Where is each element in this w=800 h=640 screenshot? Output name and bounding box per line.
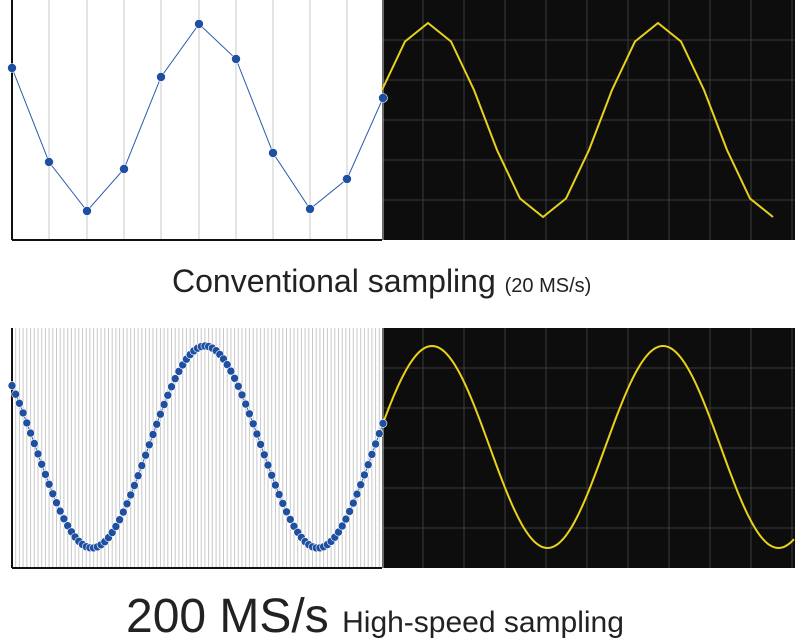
high-speed-panel <box>7 328 795 569</box>
caption-main: Conventional sampling <box>172 263 496 299</box>
sample-dot <box>152 419 161 429</box>
sample-dot <box>374 429 384 438</box>
sample-dot <box>7 381 17 390</box>
sample-dot <box>371 439 380 449</box>
sample-dot <box>82 206 92 216</box>
sample-dot <box>37 459 47 469</box>
sample-dot <box>356 480 366 490</box>
sample-dot <box>341 514 351 524</box>
sample-dot <box>170 374 180 383</box>
sample-dot <box>360 470 369 480</box>
sample-dot <box>245 409 254 419</box>
sample-dot <box>230 373 239 383</box>
sample-dot <box>237 390 247 400</box>
sample-dot <box>33 449 43 459</box>
sample-dot <box>248 419 258 429</box>
sample-dot <box>145 440 154 450</box>
sample-dot <box>285 515 295 524</box>
sample-dot <box>194 19 204 29</box>
bottom-caption: 200 MS/s High-speed sampling <box>126 590 624 640</box>
sample-dot <box>348 498 358 508</box>
caption-main: High-speed sampling <box>342 606 624 639</box>
sample-dot <box>11 389 20 399</box>
sample-dot <box>252 429 262 439</box>
caption-rate: 200 MS/s <box>126 590 329 640</box>
sample-dot <box>126 490 135 500</box>
sample-dot <box>259 450 269 460</box>
sample-dot <box>267 470 277 480</box>
sample-dot <box>163 390 173 400</box>
sample-dot <box>342 174 352 184</box>
sample-dot <box>22 418 32 428</box>
sample-dot <box>378 419 388 428</box>
sample-dot <box>26 428 35 438</box>
sample-dot <box>119 164 129 174</box>
sample-dot <box>378 93 388 103</box>
sample-dot <box>367 450 377 459</box>
sample-dot <box>222 360 232 369</box>
sample-dot <box>268 148 278 158</box>
sample-dot <box>226 366 236 376</box>
sample-dot <box>278 499 288 508</box>
sample-dot <box>148 430 158 439</box>
caption-rate: (20 MS/s) <box>505 275 592 297</box>
sample-dot <box>337 521 347 531</box>
sample-dot <box>271 480 280 490</box>
sample-dot <box>55 506 65 516</box>
sample-dot <box>29 439 39 448</box>
sample-dot <box>256 440 265 449</box>
sample-dot <box>52 498 61 508</box>
sample-dot <box>48 489 58 499</box>
sample-dot <box>159 400 169 409</box>
sample-dot <box>18 408 28 418</box>
sample-dot <box>59 514 69 524</box>
sample-dot <box>133 471 143 481</box>
conventional-panel <box>7 0 795 241</box>
sample-dot <box>156 72 166 82</box>
top-caption: Conventional sampling (20 MS/s) <box>172 263 591 299</box>
sample-dot <box>363 460 373 470</box>
sample-dot <box>7 63 17 73</box>
sample-dot <box>167 382 176 392</box>
sample-dot <box>44 157 54 167</box>
sample-dot <box>111 522 121 531</box>
sample-dot <box>119 507 128 517</box>
sample-dot <box>352 489 362 499</box>
sample-dot <box>274 490 284 499</box>
sample-dot <box>282 507 291 517</box>
scope-waveform <box>381 21 774 219</box>
sample-dot <box>174 367 184 376</box>
sample-dot <box>263 460 273 470</box>
sample-dot <box>156 409 165 419</box>
sample-dot <box>130 481 139 490</box>
sample-dot <box>241 399 250 409</box>
sample-dot <box>141 450 150 460</box>
sample-dot <box>231 54 241 64</box>
sample-dot <box>44 479 54 489</box>
sample-dot <box>345 507 354 516</box>
sample-dot <box>122 499 132 509</box>
scope-waveform <box>381 344 795 550</box>
sample-dot <box>41 470 50 479</box>
sample-trace <box>11 23 384 212</box>
sample-dot <box>234 381 243 391</box>
sample-dot <box>137 461 147 470</box>
sample-dot <box>115 515 124 525</box>
sample-dot <box>305 204 315 214</box>
sample-dot <box>15 398 24 408</box>
